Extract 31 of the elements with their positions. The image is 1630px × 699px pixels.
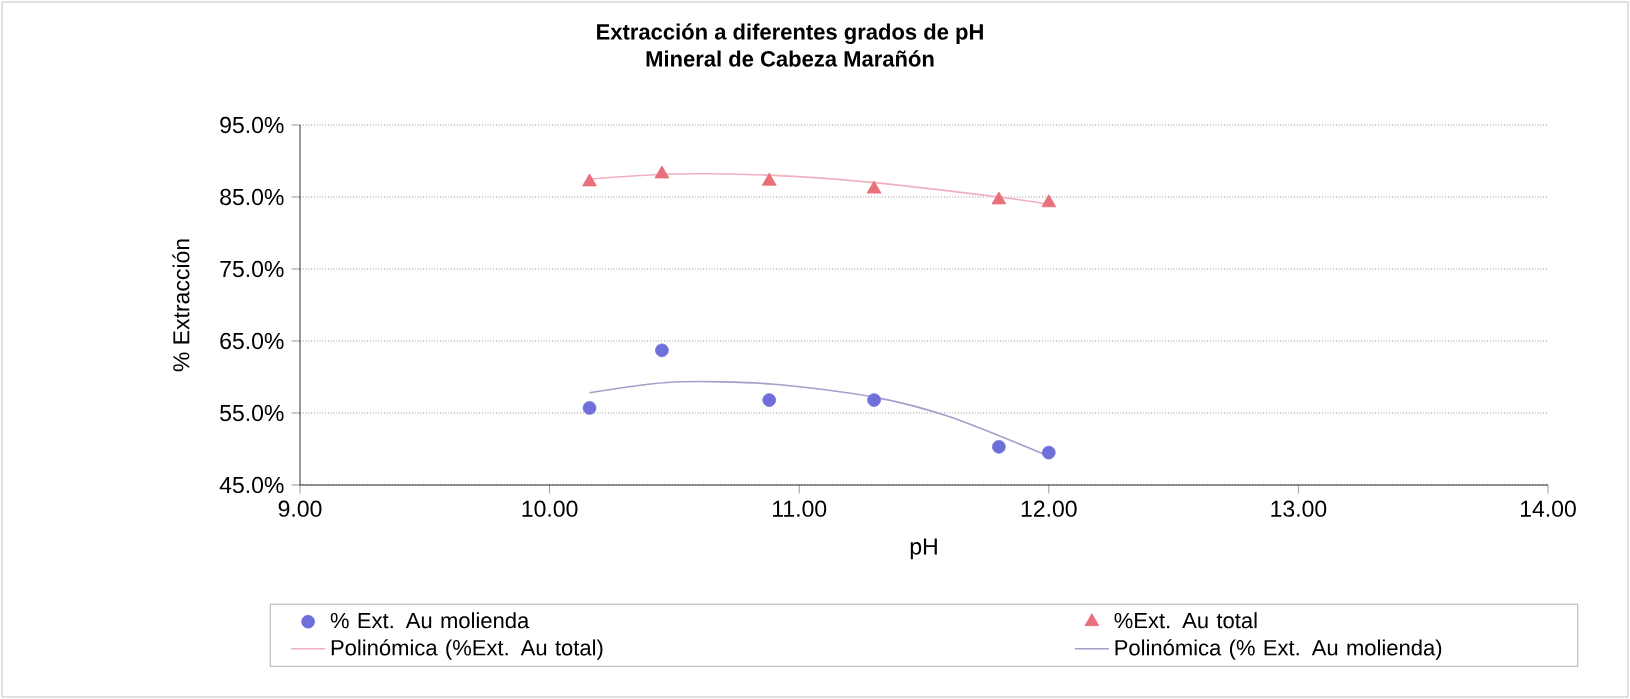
x-axis-title: pH (910, 538, 937, 560)
x-tick-label: 13.00 (1271, 500, 1327, 517)
y-tick-label: 65.0% (220, 332, 284, 350)
legend-label: %Ext. Au total (1114, 612, 1257, 629)
legend-label: Polinómica (%Ext. Au total) (331, 639, 603, 660)
point (654, 165, 670, 179)
legend-label: % Ext. Au molienda (330, 612, 530, 629)
point (582, 173, 597, 187)
x-tick-label: 14.00 (1520, 500, 1576, 517)
point (1041, 194, 1057, 208)
point (655, 343, 669, 358)
x-tick-label: 10.00 (522, 500, 578, 517)
point (761, 172, 777, 186)
chart-title: Extracción a diferentes grados de pH Mineral de Cabeza Marañón (597, 23, 983, 67)
x-tick-label: 12.00 (1021, 500, 1077, 517)
y-tick-label: 85.0% (220, 188, 284, 206)
point (762, 393, 777, 407)
point (991, 191, 1007, 205)
y-tick-label: 95.0% (220, 116, 284, 134)
point (1042, 445, 1056, 460)
x-tick-label: 9.00 (278, 500, 322, 517)
x-tick-label: 11.00 (773, 500, 827, 517)
point (582, 401, 597, 415)
y-tick-label: 55.0% (220, 404, 284, 422)
y-tick-label: 75.0% (220, 260, 284, 278)
y-axis-title: % Extracción (172, 239, 190, 372)
point (867, 393, 881, 407)
y-tick-label: 45.0% (219, 476, 284, 494)
point (866, 180, 882, 194)
legend-label: Polinómica (% Ext. Au molienda) (1115, 639, 1442, 660)
point (992, 440, 1006, 454)
